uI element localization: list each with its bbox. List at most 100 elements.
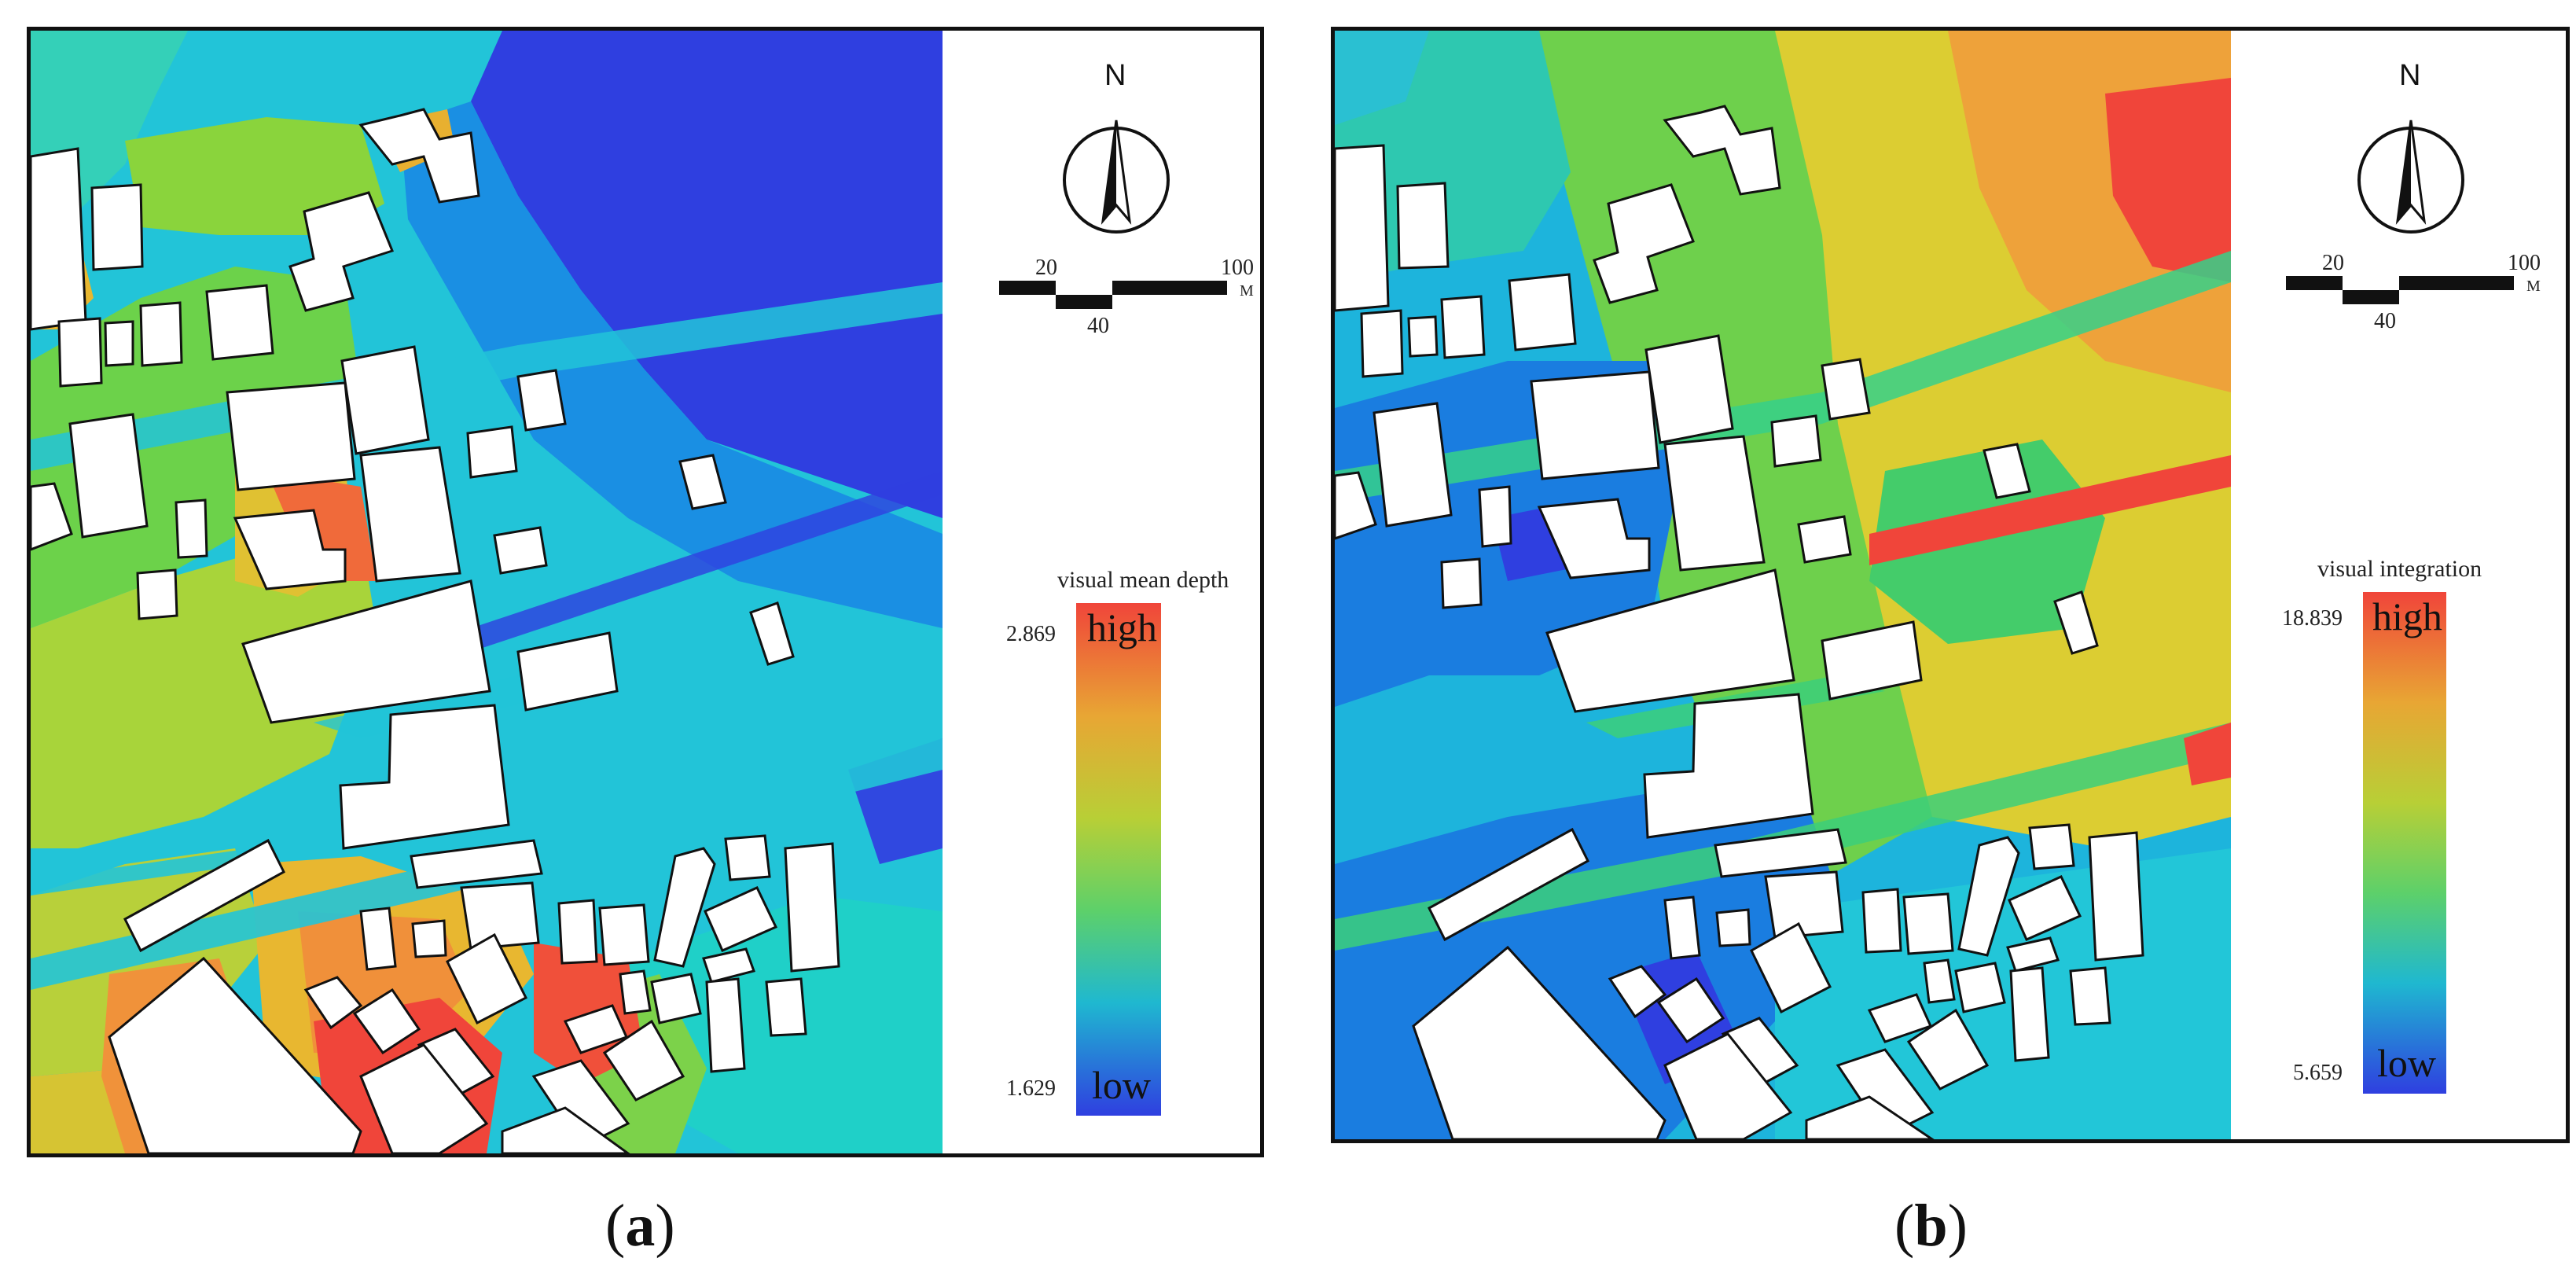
north-label: N <box>2399 59 2421 92</box>
building <box>359 1043 489 1153</box>
building <box>1663 105 1781 196</box>
visual-integration-map <box>1335 31 2231 1139</box>
building <box>1821 620 1923 701</box>
building <box>359 446 461 583</box>
mid-zone <box>125 117 384 235</box>
building <box>1902 892 1954 955</box>
low-zone <box>400 101 943 628</box>
building <box>749 601 795 666</box>
building <box>602 1019 685 1102</box>
scale-label-left: 20 <box>1035 256 1057 280</box>
caption-open: ( <box>605 1193 626 1259</box>
building <box>31 147 87 331</box>
building <box>765 977 807 1037</box>
building <box>241 579 491 724</box>
building <box>501 1106 630 1153</box>
building <box>493 526 548 575</box>
legend-title: visual mean depth <box>1057 567 1229 593</box>
building <box>557 899 598 965</box>
building <box>1360 309 1404 378</box>
building <box>516 631 619 712</box>
caption-close: ) <box>1947 1193 1968 1259</box>
mid-zone <box>31 534 377 848</box>
building <box>233 509 347 590</box>
building <box>1663 1032 1793 1139</box>
legend-min-value: 5.659 <box>2293 1061 2343 1085</box>
corridor <box>314 675 581 738</box>
legend-low-label: low <box>2377 1041 2436 1085</box>
north-arrow-icon <box>1063 120 1170 234</box>
building <box>1954 962 2006 1013</box>
building <box>1805 1095 1935 1139</box>
building <box>1715 908 1751 947</box>
legend-sidebar: N 20 40 100 M visual integration <box>2231 31 2566 1139</box>
legend-max-value: 2.869 <box>1006 622 1056 646</box>
legend-high-label: high <box>1087 605 1157 649</box>
building <box>68 413 149 539</box>
building <box>1537 498 1651 579</box>
caption-letter: b <box>1914 1193 1948 1259</box>
building <box>1440 557 1483 609</box>
building <box>303 976 363 1030</box>
scale-label-right: 100 <box>2508 251 2541 275</box>
north-label: N <box>1104 59 1126 92</box>
building <box>1373 402 1453 528</box>
building <box>598 903 650 966</box>
building <box>2009 966 2050 1062</box>
caption-open: ( <box>1894 1193 1915 1259</box>
caption-b: (b) <box>1894 1192 1968 1260</box>
building <box>226 381 356 491</box>
building <box>288 191 394 312</box>
building <box>123 838 285 953</box>
corridor <box>1869 455 2231 565</box>
map-panel-b: N 20 40 100 M visual integration <box>1331 27 2570 1143</box>
building <box>2053 590 2099 655</box>
building <box>410 839 543 889</box>
building <box>1663 435 1766 572</box>
low-zone <box>471 31 943 518</box>
visual-mean-depth-map <box>31 31 943 1153</box>
building <box>1750 921 1832 1014</box>
building <box>359 907 397 971</box>
building <box>1478 485 1512 548</box>
building <box>1644 334 1734 444</box>
caption-letter: a <box>625 1193 656 1259</box>
building <box>650 973 702 1024</box>
building <box>702 947 755 984</box>
map-panel-a: N 20 40 100 M visual mean depth <box>27 27 1264 1157</box>
building <box>2069 966 2111 1026</box>
mid-zone <box>1869 440 2105 644</box>
building <box>1923 958 1956 1004</box>
color-ramp <box>2363 592 2446 1094</box>
building <box>1643 693 1814 839</box>
building <box>653 847 716 968</box>
legend-sidebar: N 20 40 100 M visual mean depth <box>943 31 1260 1153</box>
building <box>1335 471 1377 540</box>
building <box>516 369 567 432</box>
mid-zone <box>1335 31 1429 125</box>
building <box>31 482 73 551</box>
building <box>1656 977 1725 1044</box>
building <box>1861 888 1902 954</box>
corridor <box>471 471 943 652</box>
building <box>705 977 746 1073</box>
building <box>1663 896 1701 960</box>
building <box>352 988 421 1055</box>
building <box>704 886 778 952</box>
building <box>1906 1008 1990 1091</box>
building <box>1821 358 1871 421</box>
north-arrow-icon <box>2357 120 2464 234</box>
scale-unit: M <box>1240 282 1254 300</box>
legend-high-label: high <box>2372 594 2442 638</box>
building <box>460 881 540 951</box>
building <box>1335 144 1390 312</box>
scale-bar <box>2286 276 2514 304</box>
building <box>2008 875 2082 941</box>
building <box>90 183 144 271</box>
color-ramp <box>1076 603 1161 1116</box>
building <box>104 320 134 367</box>
building <box>411 919 447 958</box>
scale-bar <box>999 281 1227 309</box>
building <box>1407 315 1439 358</box>
caption-close: ) <box>655 1193 675 1259</box>
